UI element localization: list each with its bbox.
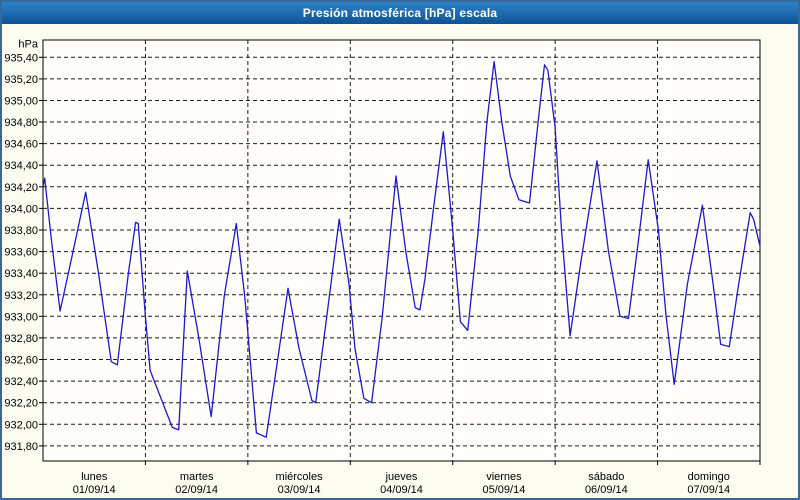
pressure-line xyxy=(42,60,761,438)
y-tick-label: 934,60 xyxy=(4,139,38,151)
y-tick-label: 933,00 xyxy=(4,311,38,323)
chart-title: Presión atmosférica [hPa] escala xyxy=(302,6,498,20)
y-tick-label: 932,60 xyxy=(4,355,38,367)
x-day-label: martes xyxy=(180,471,214,483)
pressure-chart-svg: 935,40 935,20 935,00 934,80 934,60 934,40 934,… xyxy=(4,38,761,496)
x-day-label: viernes xyxy=(486,471,522,483)
x-day-label: jueves xyxy=(385,471,418,483)
y-tick-label: 932,40 xyxy=(4,376,38,388)
chart-area: 935,40 935,20 935,00 934,80 934,60 934,40 934,… xyxy=(2,24,798,498)
y-tick-label: 933,60 xyxy=(4,247,38,259)
x-date-label: 05/09/14 xyxy=(483,484,526,496)
y-tick-label: 931,80 xyxy=(4,441,38,453)
y-tick-label: 933,20 xyxy=(4,290,38,302)
y-tick-label: 935,20 xyxy=(4,74,38,86)
x-day-label: domingo xyxy=(688,471,730,483)
x-day-label: miércoles xyxy=(276,471,324,483)
plot-border xyxy=(42,39,761,462)
y-axis-unit-label: hPa xyxy=(18,38,38,50)
y-tick-label: 932,20 xyxy=(4,398,38,410)
x-day-label: sábado xyxy=(588,471,624,483)
x-day-label: lunes xyxy=(81,471,108,483)
y-tick-label: 933,80 xyxy=(4,225,38,237)
x-date-label: 07/09/14 xyxy=(687,484,730,496)
title-bar: Presión atmosférica [hPa] escala xyxy=(2,2,798,24)
x-date-label: 03/09/14 xyxy=(278,484,321,496)
y-tick-label: 935,00 xyxy=(4,96,38,108)
y-tick-label: 935,40 xyxy=(4,52,38,64)
y-tick-label: 933,40 xyxy=(4,268,38,280)
x-date-label: 02/09/14 xyxy=(175,484,218,496)
y-tick-label: 932,00 xyxy=(4,419,38,431)
y-tick-label: 932,80 xyxy=(4,333,38,345)
x-date-label: 06/09/14 xyxy=(585,484,628,496)
y-tick-label: 934,20 xyxy=(4,182,38,194)
y-tick-label: 934,40 xyxy=(4,160,38,172)
y-tick-label: 934,00 xyxy=(4,203,38,215)
x-date-label: 04/09/14 xyxy=(380,484,423,496)
y-tick-label: 934,80 xyxy=(4,117,38,129)
x-date-label: 01/09/14 xyxy=(73,484,116,496)
